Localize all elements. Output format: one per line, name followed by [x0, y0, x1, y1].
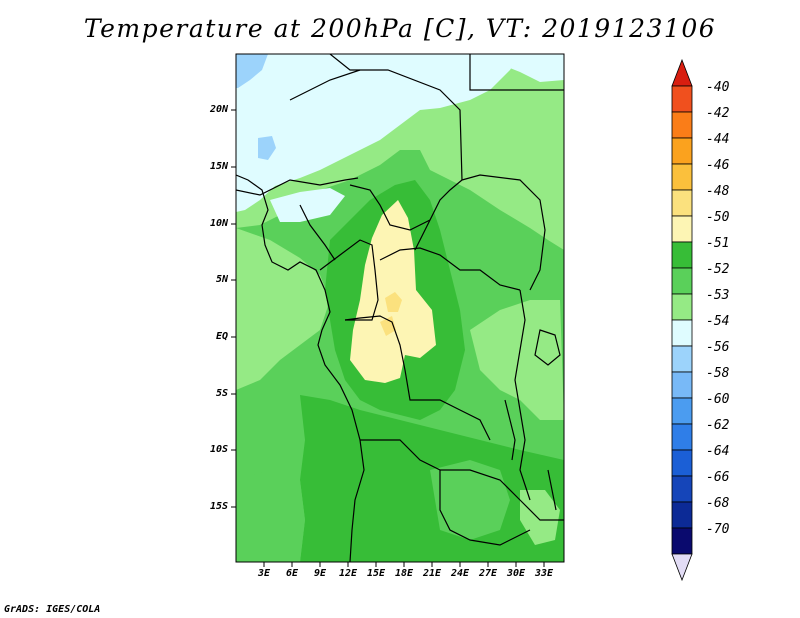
field-minus56-ne	[470, 54, 564, 82]
colorbar-label-13: -60	[706, 392, 730, 407]
border-chad-sudan	[414, 179, 463, 251]
colorbar-box-4	[671, 163, 693, 191]
border-lake-malawi	[547, 469, 557, 511]
colorbar-box-7	[671, 241, 693, 269]
border-libya-chad	[329, 54, 463, 181]
field-minus56-mid	[270, 188, 345, 222]
colorbar-label-17: -68	[706, 496, 730, 511]
field-minus56-north	[236, 54, 520, 212]
lon-label-27e: 27E	[478, 568, 498, 579]
lat-label-5s: 5S	[215, 388, 228, 399]
colorbar-label-4: -46	[706, 158, 730, 173]
border-lake-victoria	[534, 329, 561, 366]
border-chad-south	[349, 184, 431, 231]
lat-label-15s: 15S	[209, 501, 228, 512]
field-minus53-southeast	[430, 460, 510, 540]
coastline-west-africa	[236, 174, 365, 562]
map-title: Temperature at 200hPa [C], VT: 201912310…	[83, 14, 717, 43]
field-minus50-spot1	[385, 292, 402, 312]
temperature-field	[236, 54, 564, 562]
border-lake-tanganyika	[504, 399, 516, 461]
colorbar	[671, 58, 693, 582]
border-congo	[344, 315, 491, 441]
colorbar-box-8	[671, 267, 693, 295]
colorbar-label-9: -53	[706, 288, 730, 303]
lon-label-15e: 15E	[366, 568, 386, 579]
lon-label-9e: 9E	[313, 568, 327, 579]
lon-label-3e: 3E	[257, 568, 271, 579]
colorbar-box-5	[671, 189, 693, 217]
colorbar-arrow-bottom	[671, 553, 693, 582]
colorbar-label-1: -40	[706, 80, 730, 95]
grads-credit: GrADS: IGES/COLA	[4, 604, 101, 615]
lon-label-6e: 6E	[285, 568, 299, 579]
map-ticks	[231, 109, 545, 567]
lon-label-30e: 30E	[506, 568, 526, 579]
field-minus54-west	[236, 228, 330, 390]
colorbar-label-2: -42	[706, 106, 730, 121]
colorbar-label-12: -58	[706, 366, 730, 381]
colorbar-label-14: -62	[706, 418, 730, 433]
border-car	[379, 247, 521, 291]
colorbar-box-1	[671, 85, 693, 113]
colorbar-box-16	[671, 475, 693, 503]
lat-label-5n: 5N	[215, 274, 228, 285]
border-niger-nigeria	[236, 177, 359, 196]
colorbar-label-8: -52	[706, 262, 730, 277]
colorbar-label-15: -64	[706, 444, 730, 459]
colorbar-box-15	[671, 449, 693, 477]
colorbar-box-9	[671, 293, 693, 321]
lon-label-33e: 33E	[534, 568, 554, 579]
colorbar-label-5: -48	[706, 184, 730, 199]
field-minus58-patch2	[258, 136, 276, 160]
colorbar-box-10	[671, 319, 693, 347]
lat-label-eq: EQ	[215, 331, 228, 342]
colorbar-label-3: -44	[706, 132, 730, 147]
border-niger-chad	[289, 69, 361, 101]
lon-label-18e: 18E	[394, 568, 414, 579]
colorbar-box-14	[671, 423, 693, 451]
lon-label-12e: 12E	[338, 568, 358, 579]
border-zambia	[440, 469, 564, 521]
colorbar-box-18	[671, 527, 693, 555]
colorbar-label-18: -70	[706, 522, 730, 537]
border-angola	[360, 439, 531, 546]
colorbar-box-11	[671, 345, 693, 373]
colorbar-box-3	[671, 137, 693, 165]
border-drc-east	[514, 289, 531, 501]
map-frame	[235, 53, 565, 563]
colorbar-box-12	[671, 371, 693, 399]
colorbar-label-16: -66	[706, 470, 730, 485]
colorbar-label-10: -54	[706, 314, 730, 329]
colorbar-box-13	[671, 397, 693, 425]
border-north-east	[469, 54, 564, 91]
border-nigeria-cameroon	[299, 204, 336, 261]
border-sudan-east	[461, 174, 546, 291]
field-minus53-southwest	[236, 470, 305, 562]
colorbar-label-7: -51	[706, 236, 730, 251]
field-minus54-southeast	[520, 490, 560, 545]
colorbar-label-11: -56	[706, 340, 730, 355]
lon-label-21e: 21E	[422, 568, 442, 579]
lat-label-15n: 15N	[209, 161, 228, 172]
lat-label-20n: 20N	[209, 104, 228, 115]
colorbar-box-6	[671, 215, 693, 243]
political-borders	[236, 54, 564, 562]
field-minus50-spot2	[380, 316, 396, 336]
colorbar-label-6: -50	[706, 210, 730, 225]
lon-label-24e: 24E	[450, 568, 470, 579]
field-minus58-patch1	[236, 54, 268, 88]
colorbar-box-2	[671, 111, 693, 139]
colorbar-box-17	[671, 501, 693, 529]
lat-label-10n: 10N	[209, 218, 228, 229]
colorbar-arrow-top	[671, 58, 693, 87]
lat-label-10s: 10S	[209, 444, 228, 455]
